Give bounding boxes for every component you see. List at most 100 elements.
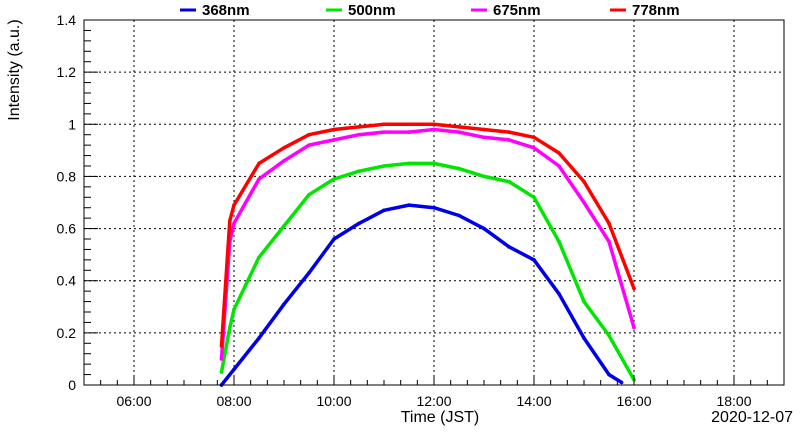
data-point xyxy=(232,307,236,312)
data-point xyxy=(257,177,261,181)
data-point xyxy=(482,127,486,132)
data-point xyxy=(482,174,486,179)
legend: 368nm 500nm 675nm 778nm xyxy=(180,2,680,19)
data-point xyxy=(532,135,536,140)
series-layer xyxy=(219,122,636,387)
data-point xyxy=(457,213,461,218)
data-point xyxy=(582,299,586,304)
data-point xyxy=(507,245,511,249)
data-point xyxy=(432,205,436,210)
series-500nm xyxy=(219,161,636,382)
data-point xyxy=(219,370,224,374)
tick-marks xyxy=(83,19,785,386)
y-tick-label: 0.8 xyxy=(57,168,77,184)
legend-label: 500nm xyxy=(348,2,396,19)
data-point xyxy=(432,127,436,132)
x-tick-label: 14:00 xyxy=(516,393,551,409)
data-point xyxy=(357,125,361,129)
y-tick-label: 0.2 xyxy=(57,325,77,341)
data-point xyxy=(532,145,536,150)
data-point xyxy=(257,161,261,166)
data-point xyxy=(307,271,311,275)
data-point xyxy=(557,164,561,168)
y-tick-label: 1.2 xyxy=(57,64,77,80)
y-tick-label: 0.4 xyxy=(57,273,77,289)
data-point xyxy=(219,357,224,361)
series-line xyxy=(219,122,636,348)
x-tick-label: 08:00 xyxy=(216,393,251,409)
data-point xyxy=(532,258,536,262)
series-368nm xyxy=(219,203,624,387)
x-tick-label: 10:00 xyxy=(316,393,351,409)
data-point xyxy=(232,367,236,372)
series-line xyxy=(219,203,624,387)
data-point xyxy=(332,138,336,142)
data-point xyxy=(307,192,311,197)
data-point xyxy=(582,200,586,205)
data-point xyxy=(457,125,461,129)
x-tick-label: 06:00 xyxy=(116,393,151,409)
grid xyxy=(84,19,784,386)
data-point xyxy=(232,203,236,207)
data-point xyxy=(457,130,461,134)
data-point xyxy=(357,132,361,137)
data-point xyxy=(332,127,336,132)
series-675nm xyxy=(219,127,636,361)
x-tick-labels: 06:00 08:00 10:00 12:00 14:00 16:00 18:00 xyxy=(116,393,751,409)
data-point xyxy=(457,166,461,171)
legend-entry: 500nm xyxy=(326,2,396,19)
data-point xyxy=(228,218,232,223)
data-point xyxy=(232,221,236,226)
data-point xyxy=(382,122,386,127)
data-point xyxy=(219,344,224,348)
x-tick-label: 16:00 xyxy=(616,393,651,409)
data-point xyxy=(432,161,436,166)
data-point xyxy=(407,161,411,166)
data-point xyxy=(407,122,411,127)
data-point xyxy=(557,291,561,296)
data-point xyxy=(607,372,611,377)
data-point xyxy=(607,221,611,226)
data-point xyxy=(407,130,411,134)
y-tick-labels: 0 0.2 0.4 0.6 0.8 1 1.2 1.4 xyxy=(57,12,77,393)
y-tick-label: 0 xyxy=(68,377,76,393)
data-point xyxy=(282,224,286,228)
data-point xyxy=(282,145,286,150)
data-point xyxy=(357,169,361,174)
data-point xyxy=(482,226,486,231)
y-axis-title: Intensity (a.u.) xyxy=(6,19,23,120)
data-point xyxy=(382,164,386,168)
series-line xyxy=(219,161,636,382)
x-axis-title: Time (JST) xyxy=(401,409,480,426)
data-point xyxy=(382,130,386,134)
data-point xyxy=(382,208,386,213)
data-point xyxy=(257,255,261,260)
data-point xyxy=(507,130,511,134)
data-point xyxy=(582,179,586,184)
legend-entry: 778nm xyxy=(610,2,680,19)
data-point xyxy=(507,138,511,142)
data-point xyxy=(432,122,436,127)
legend-label: 368nm xyxy=(202,2,250,19)
data-point xyxy=(632,286,636,291)
data-point xyxy=(307,132,311,137)
data-point xyxy=(532,195,536,200)
data-point xyxy=(619,380,624,385)
legend-label: 778nm xyxy=(632,2,680,19)
data-point xyxy=(307,143,311,147)
data-point xyxy=(282,302,286,306)
data-point xyxy=(607,239,611,244)
legend-entry: 675nm xyxy=(471,2,541,19)
data-point xyxy=(332,177,336,181)
data-point xyxy=(282,158,286,163)
date-label: 2020-12-07 xyxy=(711,409,793,426)
y-tick-label: 1.4 xyxy=(57,12,77,28)
data-point xyxy=(607,333,611,338)
data-point xyxy=(407,203,411,207)
data-point xyxy=(632,325,636,330)
data-point xyxy=(482,135,486,140)
data-point xyxy=(357,221,361,226)
data-point xyxy=(228,325,232,330)
legend-entry: 368nm xyxy=(180,2,250,19)
